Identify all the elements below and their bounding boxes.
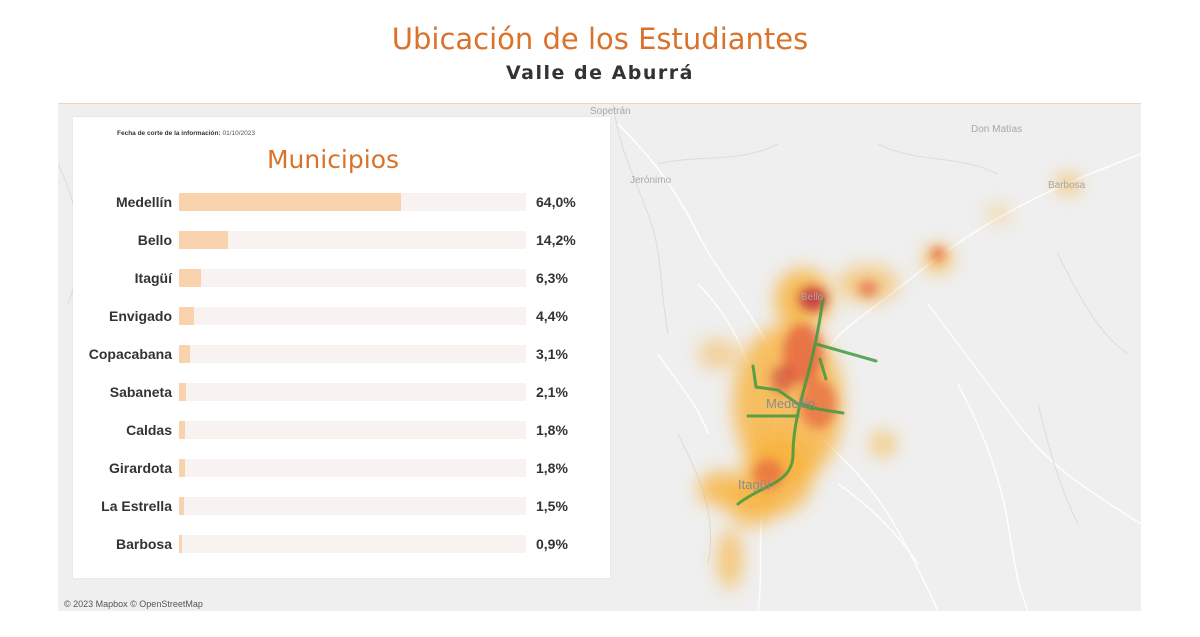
bar-track bbox=[179, 307, 526, 325]
bar-row[interactable]: Itagüí 6,3% bbox=[73, 268, 610, 288]
bar[interactable] bbox=[179, 459, 186, 477]
map-label-jeronimo: Jerónimo bbox=[630, 175, 672, 186]
map-label-itagui: Itagüí bbox=[738, 477, 771, 492]
cutoff-label: Fecha de corte de la información: bbox=[117, 130, 221, 137]
bar-track bbox=[179, 193, 526, 211]
bar-track bbox=[179, 269, 526, 287]
bar[interactable] bbox=[179, 231, 229, 249]
bar-track bbox=[179, 231, 526, 249]
cutoff-date-note: Fecha de corte de la información: 01/10/… bbox=[117, 130, 255, 137]
page-subtitle: Valle de Aburrá bbox=[505, 62, 694, 84]
bar-value-label: 1,8% bbox=[536, 460, 568, 476]
map-label-sopetran: Sopetrán bbox=[590, 106, 631, 117]
panel-title: Municipios bbox=[266, 145, 400, 174]
bar-track bbox=[179, 345, 526, 363]
bar-category-label: Copacabana bbox=[88, 346, 172, 362]
bar-track bbox=[179, 459, 526, 477]
bar-row[interactable]: La Estrella 1,5% bbox=[73, 496, 610, 516]
bar-row[interactable]: Copacabana 3,1% bbox=[73, 344, 610, 364]
bar[interactable] bbox=[179, 345, 190, 363]
bar-category-label: Barbosa bbox=[115, 536, 172, 552]
bar-category-label: Itagüí bbox=[134, 270, 172, 286]
bar-value-label: 14,2% bbox=[536, 232, 576, 248]
road-network bbox=[617, 123, 1141, 611]
bar-value-label: 0,9% bbox=[536, 536, 568, 552]
bar-value-label: 1,5% bbox=[536, 498, 568, 514]
bar-category-label: Sabaneta bbox=[109, 384, 172, 400]
bar-category-label: La Estrella bbox=[101, 498, 172, 514]
bar-row[interactable]: Caldas 1,8% bbox=[73, 420, 610, 440]
bar-track bbox=[179, 383, 526, 401]
map-label-don-matias: Don Matías bbox=[971, 124, 1023, 135]
bar-row[interactable]: Barbosa 0,9% bbox=[73, 534, 610, 554]
bar-row[interactable]: Bello 14,2% bbox=[73, 230, 610, 250]
metro-lines bbox=[736, 297, 878, 506]
bar[interactable] bbox=[179, 421, 186, 439]
bar-track bbox=[179, 497, 526, 515]
page-title: Ubicación de los Estudiantes bbox=[391, 22, 809, 56]
bar[interactable] bbox=[179, 269, 201, 287]
bar-category-label: Envigado bbox=[108, 308, 172, 324]
bar[interactable] bbox=[179, 307, 195, 325]
bar[interactable] bbox=[179, 535, 183, 553]
bar-value-label: 1,8% bbox=[536, 422, 568, 438]
map-label-bello: Bello bbox=[801, 292, 824, 303]
bar-category-label: Caldas bbox=[126, 422, 172, 438]
bar-row[interactable]: Sabaneta 2,1% bbox=[73, 382, 610, 402]
bar-value-label: 4,4% bbox=[536, 308, 568, 324]
bar-value-label: 2,1% bbox=[536, 384, 568, 400]
bar[interactable] bbox=[179, 497, 185, 515]
bar-category-label: Girardota bbox=[108, 460, 172, 476]
bar-track bbox=[179, 421, 526, 439]
municipios-panel: Fecha de corte de la información: 01/10/… bbox=[73, 117, 610, 578]
bar[interactable] bbox=[179, 193, 402, 211]
bar-row[interactable]: Girardota 1,8% bbox=[73, 458, 610, 478]
map-attribution[interactable]: © 2023 Mapbox © OpenStreetMap bbox=[64, 599, 203, 609]
bar-value-label: 6,3% bbox=[536, 270, 568, 286]
map-canvas bbox=[58, 104, 1141, 611]
bar-value-label: 3,1% bbox=[536, 346, 568, 362]
map-label-barbosa: Barbosa bbox=[1048, 180, 1086, 191]
bar-value-label: 64,0% bbox=[536, 194, 576, 210]
bar-category-label: Medellín bbox=[115, 194, 172, 210]
bar-row[interactable]: Envigado 4,4% bbox=[73, 306, 610, 326]
bar-row[interactable]: Medellín 64,0% bbox=[73, 192, 610, 212]
map-label-medellin: Medellín bbox=[766, 396, 816, 411]
bar[interactable] bbox=[179, 383, 187, 401]
bar-track bbox=[179, 535, 526, 553]
bar-category-label: Bello bbox=[137, 232, 172, 248]
cutoff-date: 01/10/2023 bbox=[222, 130, 256, 137]
